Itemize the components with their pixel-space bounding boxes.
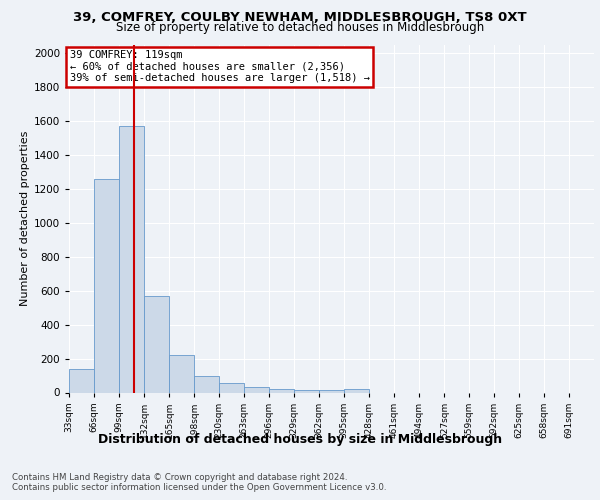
Text: 39, COMFREY, COULBY NEWHAM, MIDDLESBROUGH, TS8 0XT: 39, COMFREY, COULBY NEWHAM, MIDDLESBROUG… [73,11,527,24]
Bar [294,390,319,392]
Bar [94,179,119,392]
Text: Size of property relative to detached houses in Middlesbrough: Size of property relative to detached ho… [116,22,484,35]
Bar [218,383,244,392]
Bar [269,389,294,392]
Bar [344,389,369,392]
Bar [244,388,269,392]
Bar [119,126,144,392]
Text: 39 COMFREY: 119sqm
← 60% of detached houses are smaller (2,356)
39% of semi-deta: 39 COMFREY: 119sqm ← 60% of detached hou… [70,50,370,84]
Bar [169,355,194,393]
Text: Contains public sector information licensed under the Open Government Licence v3: Contains public sector information licen… [12,482,386,492]
Y-axis label: Number of detached properties: Number of detached properties [20,131,29,306]
Text: Contains HM Land Registry data © Crown copyright and database right 2024.: Contains HM Land Registry data © Crown c… [12,472,347,482]
Bar [144,296,169,392]
Text: Distribution of detached houses by size in Middlesbrough: Distribution of detached houses by size … [98,432,502,446]
Bar [194,376,220,392]
Bar [69,369,94,392]
Bar [319,390,344,392]
